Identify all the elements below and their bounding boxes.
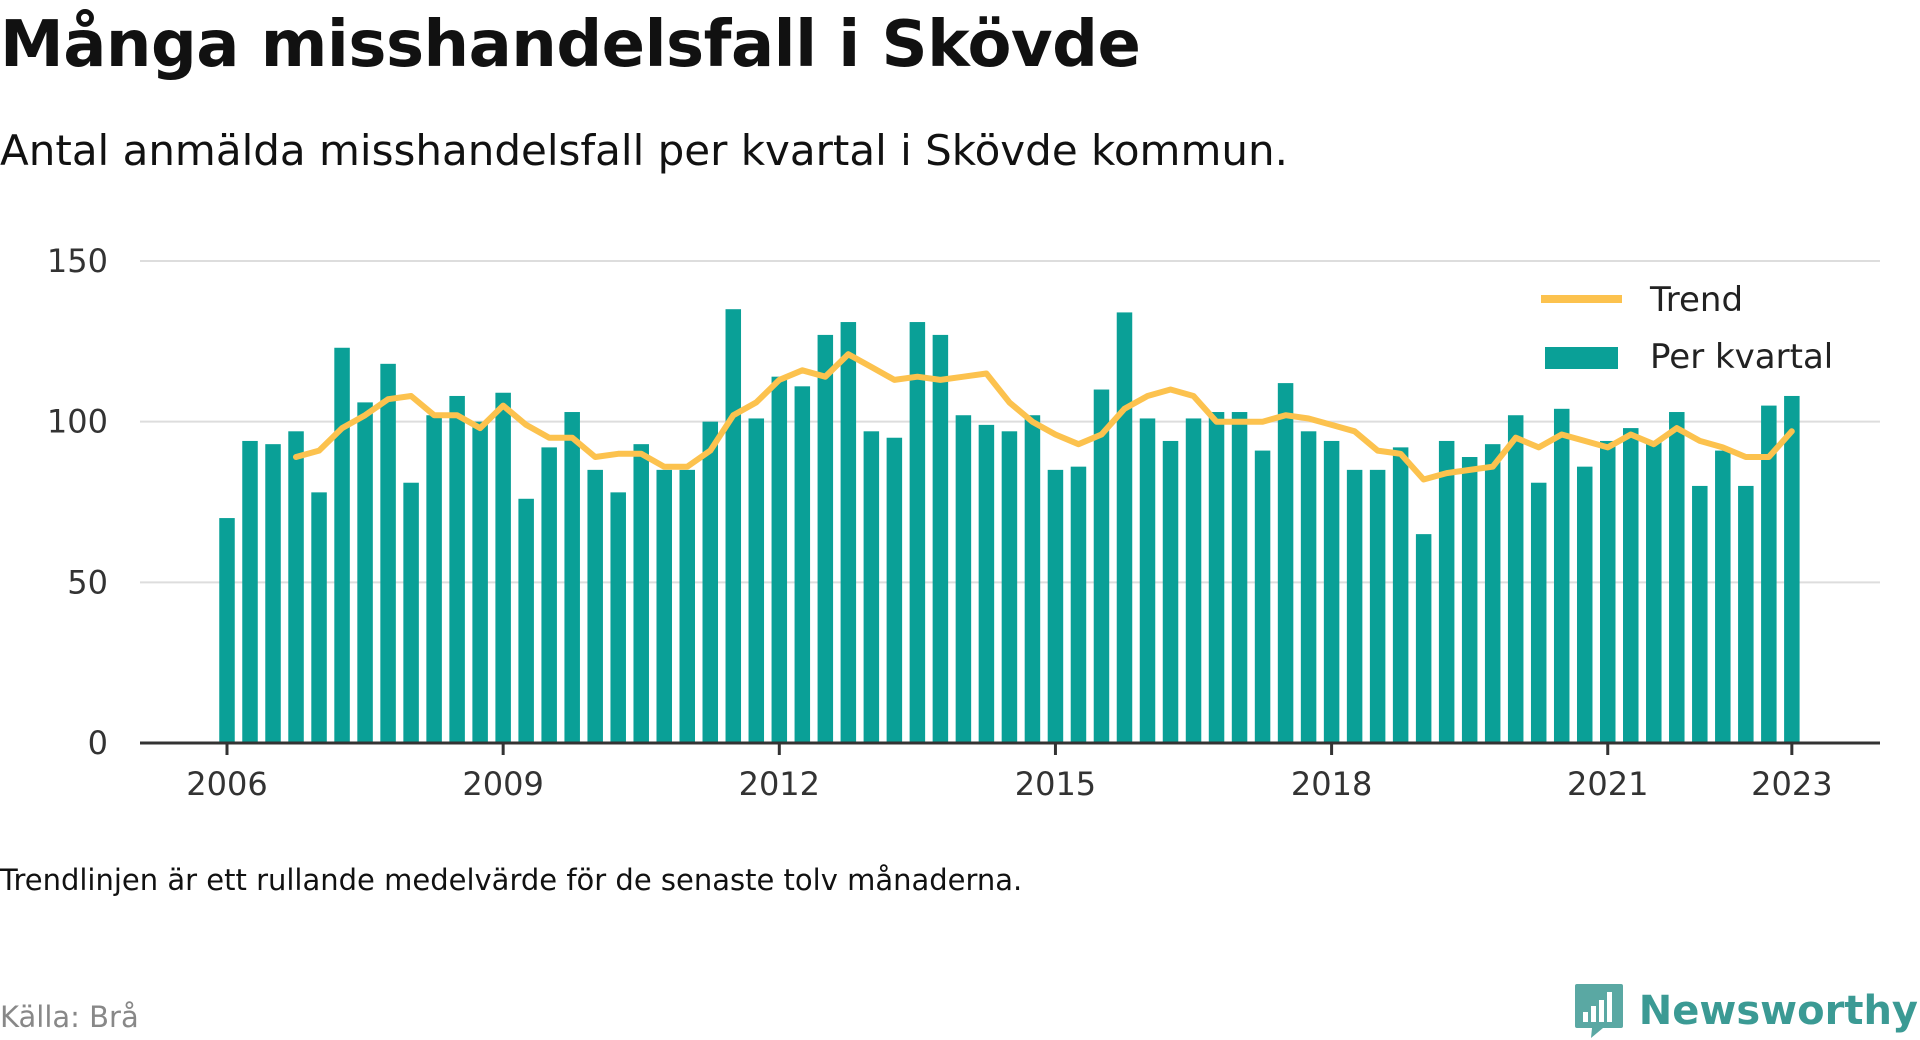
bar <box>771 376 788 743</box>
trend-line-group <box>293 351 1795 483</box>
footnote: Trendlinjen är ett rullande medelvärde f… <box>0 863 1023 897</box>
bar <box>702 421 719 743</box>
x-tick-label: 2015 <box>1015 765 1096 803</box>
chart-title: Många misshandelsfall i Skövde <box>0 8 1141 82</box>
bar <box>932 334 949 743</box>
bar <box>449 395 465 743</box>
bar <box>242 440 258 743</box>
x-tick-label: 2018 <box>1291 765 1372 803</box>
legend: Trend Per kvartal <box>1541 280 1833 377</box>
x-tick-label: 2021 <box>1567 765 1648 803</box>
legend-trend-label: Trend <box>1649 280 1743 320</box>
bar <box>610 492 626 743</box>
bar <box>1185 418 1202 743</box>
bar <box>311 492 327 743</box>
bar <box>1116 312 1133 743</box>
legend-per-kvartal-swatch <box>1545 347 1618 369</box>
bar <box>1623 428 1639 743</box>
bar <box>679 469 695 743</box>
bar <box>265 444 281 743</box>
bar <box>1392 447 1409 743</box>
bar <box>1024 415 1041 743</box>
bar <box>656 469 672 743</box>
bar <box>1646 440 1662 743</box>
bar <box>403 482 419 743</box>
x-tick-label: 2009 <box>462 765 543 803</box>
bar <box>909 322 926 743</box>
legend-per-kvartal-label: Per kvartal <box>1650 337 1833 377</box>
brand-logo: Newsworthy <box>1573 982 1918 1040</box>
bar <box>564 412 580 743</box>
bar <box>1507 415 1524 743</box>
bar <box>1761 405 1777 743</box>
bar <box>1070 466 1087 743</box>
trend-line <box>293 351 1795 483</box>
bar <box>1208 412 1225 743</box>
bar <box>1254 450 1271 743</box>
bar-chart-speech-bubble-icon <box>1574 984 1623 1038</box>
bar <box>1576 466 1593 743</box>
bar <box>1692 485 1708 743</box>
bars-per-kvartal <box>219 309 1800 743</box>
bar <box>219 518 235 743</box>
bar <box>334 347 350 743</box>
bar <box>886 437 903 743</box>
bar <box>1346 469 1363 743</box>
bar <box>1784 395 1800 743</box>
bar <box>1162 440 1179 743</box>
y-tick-label: 0 <box>88 724 108 762</box>
x-tick-label: 2006 <box>186 765 267 803</box>
bar <box>1300 431 1317 743</box>
bar <box>863 431 880 743</box>
bar <box>541 447 557 743</box>
bar <box>1277 383 1294 743</box>
bar <box>1438 440 1455 743</box>
brand-name: Newsworthy <box>1638 988 1918 1034</box>
bar <box>1600 440 1616 743</box>
bar <box>1415 534 1432 743</box>
bar <box>1323 440 1340 743</box>
y-tick-label: 50 <box>67 563 108 601</box>
x-tick-label: 2012 <box>739 765 820 803</box>
bar <box>1001 431 1018 743</box>
x-tick-label: 2023 <box>1751 765 1832 803</box>
bar <box>472 421 488 743</box>
y-axis-labels: 0 50 100 150 <box>47 242 108 762</box>
bar <box>978 424 995 743</box>
bar <box>840 322 857 743</box>
bar <box>426 415 442 743</box>
x-axis: 2006 2009 2012 2015 2018 2021 2023 <box>140 741 1880 803</box>
chart: 2006 2009 2012 2015 2018 2021 2023 0 50 100 150 T… <box>47 242 1880 803</box>
bar <box>1553 408 1570 743</box>
bar <box>518 498 534 743</box>
bar <box>1715 450 1731 743</box>
bar <box>633 444 649 743</box>
bar <box>955 415 972 743</box>
bar <box>1461 457 1478 743</box>
source-credit: Källa: Brå <box>0 1000 139 1034</box>
y-tick-label: 150 <box>47 242 108 280</box>
bar <box>725 309 742 743</box>
bar <box>380 363 396 743</box>
bar <box>1530 482 1547 743</box>
bar <box>495 392 511 743</box>
bar <box>1369 469 1386 743</box>
bar <box>817 334 834 743</box>
bar <box>1047 469 1064 743</box>
bar <box>288 431 304 743</box>
bar <box>1139 418 1156 743</box>
bar <box>587 469 603 743</box>
bar <box>357 402 373 743</box>
bar <box>1093 389 1110 743</box>
bar <box>1738 485 1754 743</box>
bar <box>1669 412 1685 743</box>
bar <box>1231 412 1248 743</box>
y-tick-label: 100 <box>47 403 108 441</box>
chart-subtitle: Antal anmälda misshandelsfall per kvarta… <box>0 126 1288 175</box>
bar <box>794 386 811 743</box>
bar <box>1484 444 1501 743</box>
bar <box>748 418 765 743</box>
